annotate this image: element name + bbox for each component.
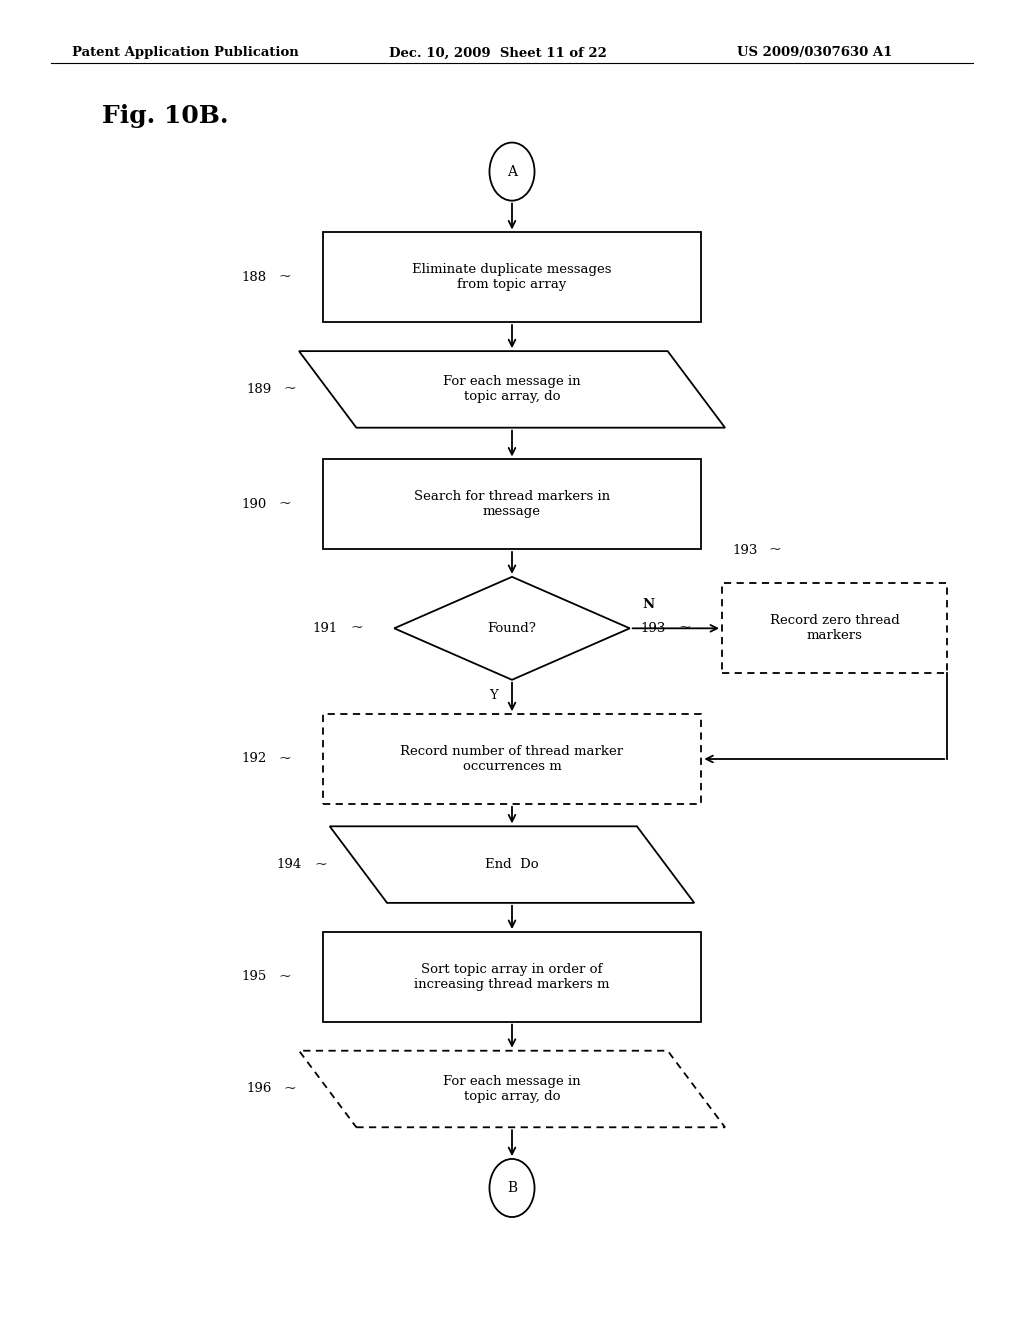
Text: B: B [507,1181,517,1195]
Bar [323,714,701,804]
Text: Found?: Found? [487,622,537,635]
Text: For each message in
topic array, do: For each message in topic array, do [443,1074,581,1104]
Text: 193: 193 [732,544,758,557]
Text: Patent Application Publication: Patent Application Publication [72,46,298,59]
Circle shape [489,1159,535,1217]
Text: For each message in
topic array, do: For each message in topic array, do [443,375,581,404]
Text: Eliminate duplicate messages
from topic array: Eliminate duplicate messages from topic … [413,263,611,292]
Text: ~: ~ [284,1082,296,1096]
Text: ~: ~ [350,622,362,635]
Text: End  Do: End Do [485,858,539,871]
Polygon shape [330,826,694,903]
Text: ~: ~ [279,970,291,983]
Text: 194: 194 [276,858,302,871]
Text: A: A [507,165,517,178]
Text: N: N [642,598,654,611]
Text: 192: 192 [241,752,266,766]
Polygon shape [299,1051,725,1127]
Text: 193: 193 [640,622,666,635]
Bar [323,232,701,322]
Polygon shape [394,577,630,680]
Bar [323,932,701,1022]
Text: ~: ~ [678,622,690,635]
Text: 196: 196 [246,1082,271,1096]
Polygon shape [299,351,725,428]
Text: Record zero thread
markers: Record zero thread markers [770,614,899,643]
Text: ~: ~ [768,544,780,557]
Text: Search for thread markers in
message: Search for thread markers in message [414,490,610,519]
Text: Record number of thread marker
occurrences m: Record number of thread marker occurrenc… [400,744,624,774]
Text: US 2009/0307630 A1: US 2009/0307630 A1 [737,46,893,59]
Text: 191: 191 [312,622,338,635]
Text: ~: ~ [279,498,291,511]
Text: 188: 188 [241,271,266,284]
Text: ~: ~ [314,858,327,871]
Text: Dec. 10, 2009  Sheet 11 of 22: Dec. 10, 2009 Sheet 11 of 22 [389,46,607,59]
Circle shape [489,143,535,201]
Text: Fig. 10B.: Fig. 10B. [102,104,229,128]
Text: 195: 195 [241,970,266,983]
Text: 189: 189 [246,383,271,396]
Text: ~: ~ [284,383,296,396]
Bar [722,583,947,673]
Text: ~: ~ [279,752,291,766]
Bar [323,459,701,549]
Text: Y: Y [489,689,498,702]
Text: ~: ~ [279,271,291,284]
Text: Sort topic array in order of
increasing thread markers m: Sort topic array in order of increasing … [415,962,609,991]
Text: 190: 190 [241,498,266,511]
